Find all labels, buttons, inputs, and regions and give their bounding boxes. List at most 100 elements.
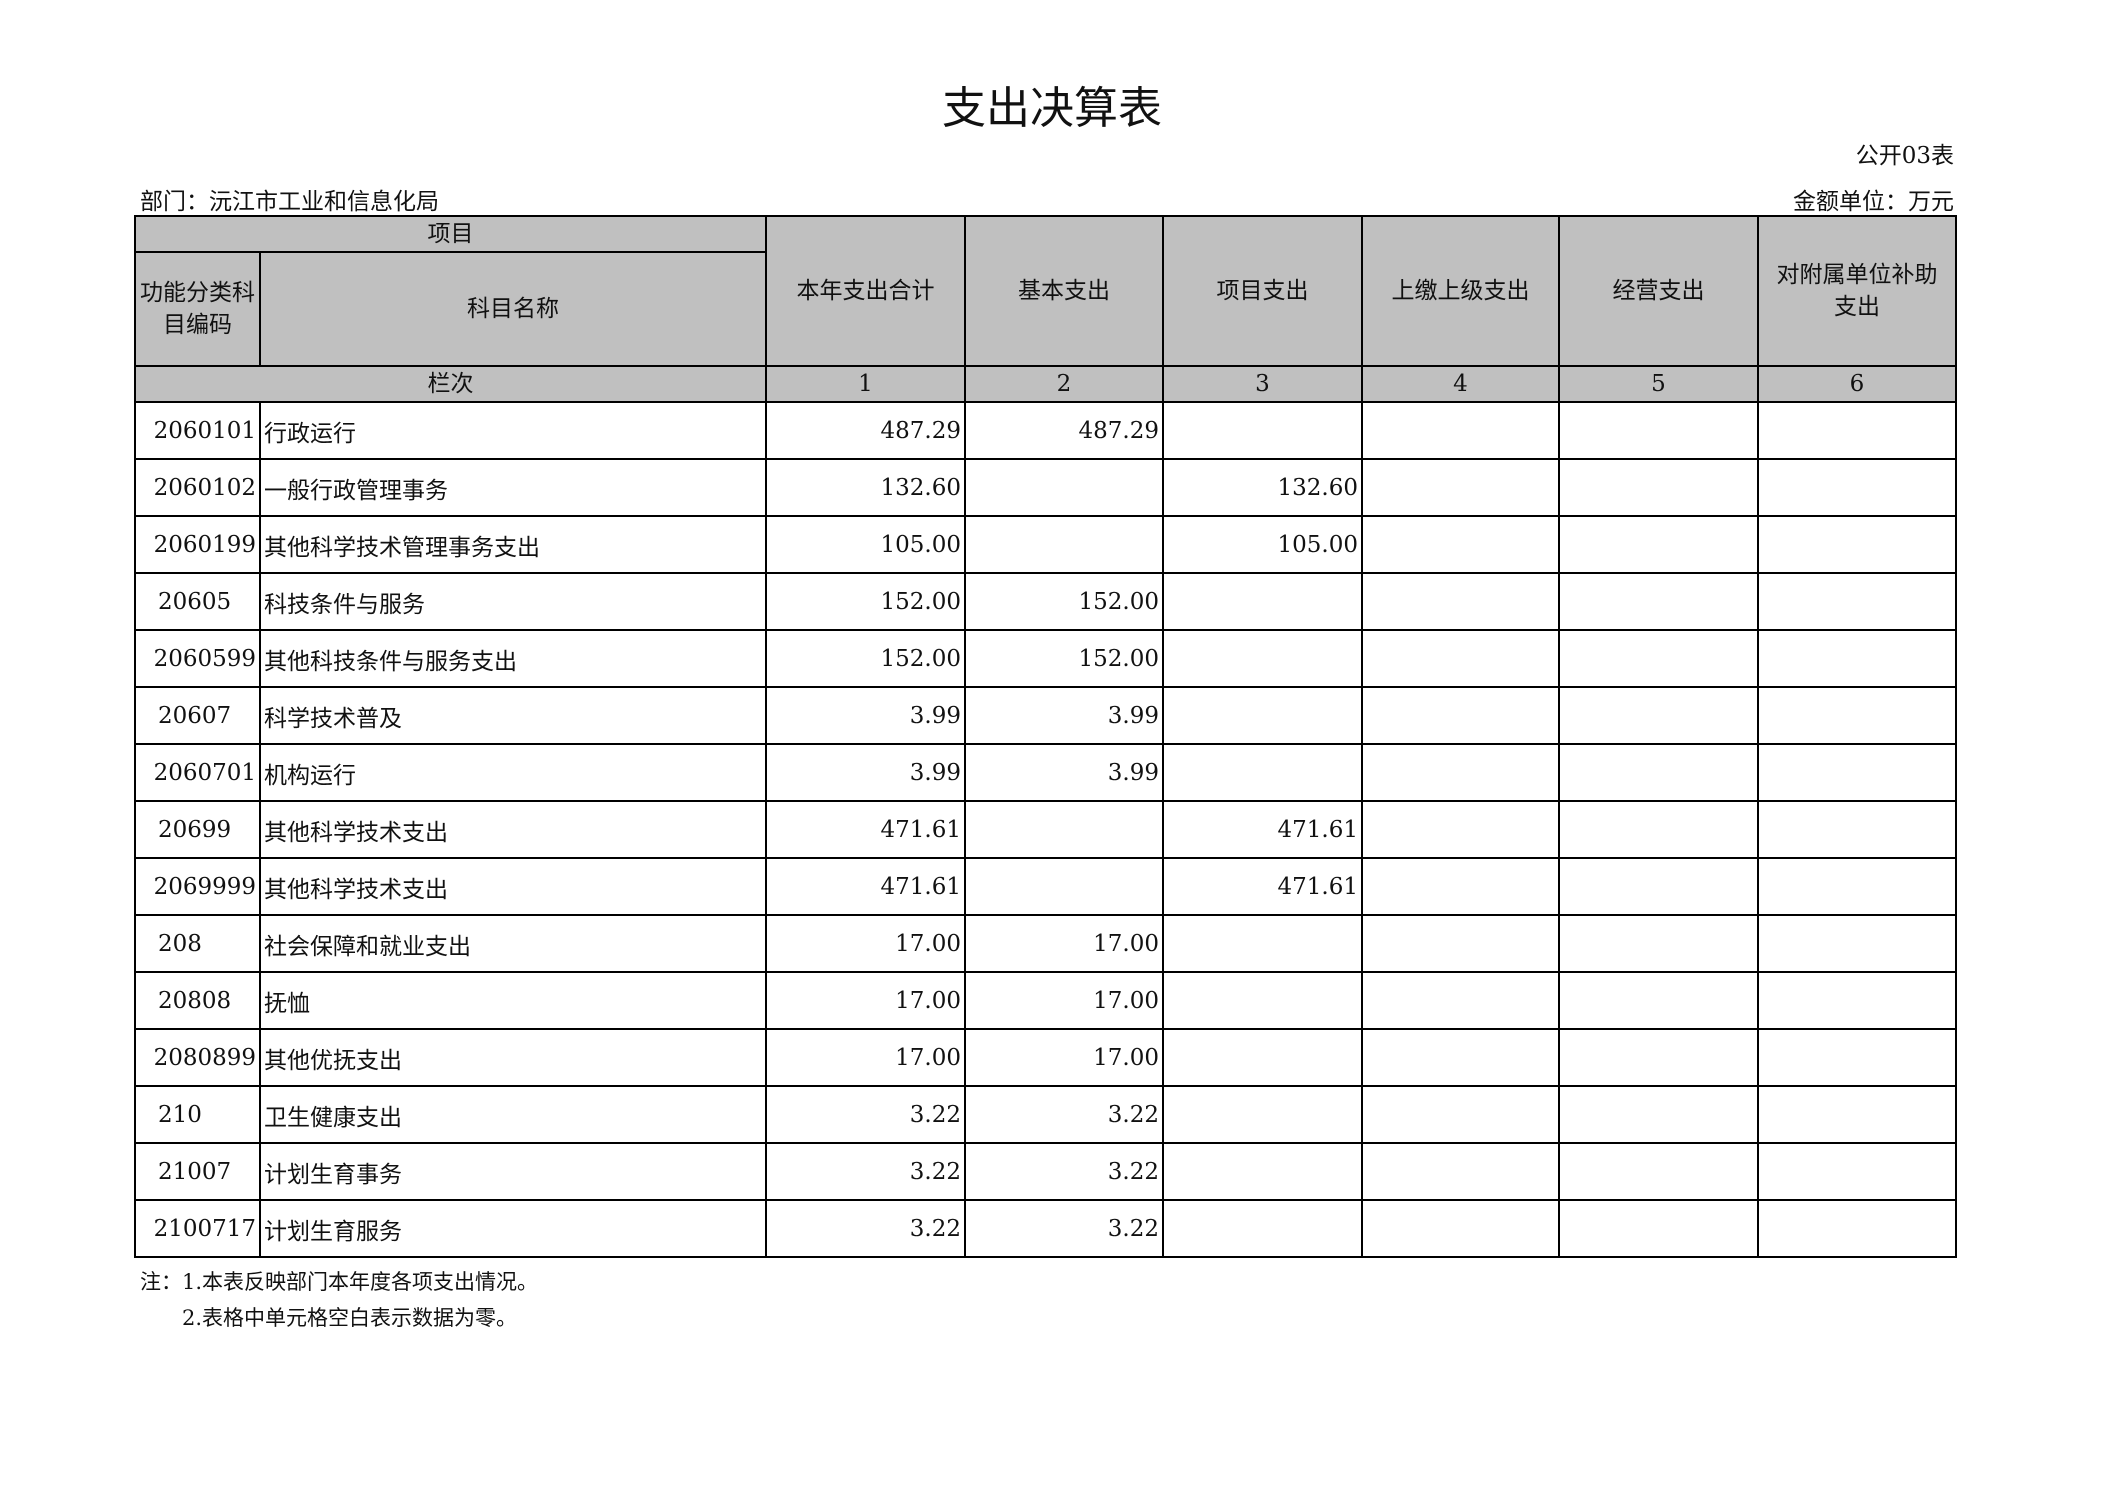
amount-cell: 132.60: [1162, 458, 1363, 517]
amount-cell: [1361, 1142, 1560, 1201]
subject-code: 2060101: [134, 401, 261, 460]
amount-cell: 487.29: [964, 401, 1164, 460]
amount-cell: 471.61: [765, 800, 966, 859]
amount-cell: [1361, 629, 1560, 688]
expenditure-table: 项目 本年支出合计 基本支出 项目支出 上缴上级支出 经营支出 对附属单位补助支…: [134, 215, 1957, 1258]
note-2: 2.表格中单元格空白表示数据为零。: [182, 1306, 518, 1330]
header-row-label: 栏次: [134, 365, 767, 403]
subject-name: 科学技术普及: [259, 686, 767, 745]
amount-cell: 3.22: [964, 1199, 1164, 1258]
amount-cell: [1757, 1142, 1957, 1201]
amount-cell: [1558, 572, 1759, 631]
amount-cell: [1757, 914, 1957, 973]
amount-cell: [964, 458, 1164, 517]
amount-cell: 3.22: [765, 1199, 966, 1258]
subject-name: 抚恤: [259, 971, 767, 1030]
amount-cell: [1558, 1028, 1759, 1087]
amount-cell: [1757, 743, 1957, 802]
subject-code: 2069999: [134, 857, 261, 916]
amount-cell: [1162, 971, 1363, 1030]
table-row: 20605 科技条件与服务 152.00 152.00: [134, 572, 1957, 631]
amount-cell: 3.99: [765, 743, 966, 802]
table-row: 208 社会保障和就业支出 17.00 17.00: [134, 914, 1957, 973]
amount-cell: [1162, 686, 1363, 745]
subject-name: 计划生育服务: [259, 1199, 767, 1258]
amount-cell: [1361, 401, 1560, 460]
amount-cell: [964, 857, 1164, 916]
subject-name: 计划生育事务: [259, 1142, 767, 1201]
subject-name: 其他科学技术支出: [259, 857, 767, 916]
amount-cell: 17.00: [765, 971, 966, 1030]
column-number: 5: [1558, 365, 1759, 403]
column-number: 6: [1757, 365, 1957, 403]
amount-cell: 17.00: [964, 914, 1164, 973]
amount-cell: [1361, 914, 1560, 973]
amount-cell: [1757, 401, 1957, 460]
amount-cell: 17.00: [765, 1028, 966, 1087]
amount-cell: [1757, 458, 1957, 517]
amount-cell: [1162, 1199, 1363, 1258]
amount-cell: 471.61: [1162, 800, 1363, 859]
amount-cell: 152.00: [964, 572, 1164, 631]
table-row: 2060101 行政运行 487.29 487.29: [134, 401, 1957, 460]
table-row: 2060102 一般行政管理事务 132.60 132.60: [134, 458, 1957, 517]
amount-cell: [1558, 1085, 1759, 1144]
amount-cell: [1757, 686, 1957, 745]
column-number: 2: [964, 365, 1164, 403]
header-col-6: 对附属单位补助支出: [1757, 215, 1957, 367]
amount-cell: [1162, 629, 1363, 688]
header-col-5: 经营支出: [1558, 215, 1759, 367]
subject-code: 20808: [134, 971, 261, 1030]
amount-cell: [1558, 914, 1759, 973]
amount-cell: 105.00: [765, 515, 966, 574]
amount-cell: [1361, 1028, 1560, 1087]
amount-cell: [1162, 914, 1363, 973]
amount-cell: [1558, 401, 1759, 460]
amount-cell: [1558, 971, 1759, 1030]
amount-cell: 487.29: [765, 401, 966, 460]
amount-cell: 3.99: [964, 743, 1164, 802]
amount-cell: [1558, 1199, 1759, 1258]
amount-unit-label: 金额单位：万元: [1793, 189, 1954, 215]
amount-cell: [1558, 629, 1759, 688]
amount-cell: [1361, 743, 1560, 802]
header-name: 科目名称: [259, 251, 767, 367]
subject-code: 20607: [134, 686, 261, 745]
amount-cell: [1361, 1085, 1560, 1144]
amount-cell: [1558, 458, 1759, 517]
amount-cell: 17.00: [964, 1028, 1164, 1087]
amount-cell: [964, 515, 1164, 574]
note-1: 注：1.本表反映部门本年度各项支出情况。: [140, 1270, 539, 1294]
subject-name: 机构运行: [259, 743, 767, 802]
amount-cell: [1558, 800, 1759, 859]
department-label: 部门：沅江市工业和信息化局: [140, 189, 439, 215]
amount-cell: [1757, 971, 1957, 1030]
table-row: 2100717 计划生育服务 3.22 3.22: [134, 1199, 1957, 1258]
table-row: 21007 计划生育事务 3.22 3.22: [134, 1142, 1957, 1201]
amount-cell: [1558, 686, 1759, 745]
amount-cell: 3.99: [964, 686, 1164, 745]
table-row: 20699 其他科学技术支出 471.61 471.61: [134, 800, 1957, 859]
column-number: 4: [1361, 365, 1560, 403]
header-project: 项目: [134, 215, 767, 253]
amount-cell: [1361, 686, 1560, 745]
table-row: 2060701 机构运行 3.99 3.99: [134, 743, 1957, 802]
subject-name: 其他科技条件与服务支出: [259, 629, 767, 688]
amount-cell: [1757, 857, 1957, 916]
amount-cell: [1162, 1142, 1363, 1201]
subject-code: 21007: [134, 1142, 261, 1201]
amount-cell: [1162, 572, 1363, 631]
subject-code: 2080899: [134, 1028, 261, 1087]
header-col-1: 本年支出合计: [765, 215, 966, 367]
header-code: 功能分类科目编码: [134, 251, 261, 367]
amount-cell: [964, 800, 1164, 859]
amount-cell: 3.99: [765, 686, 966, 745]
amount-cell: [1757, 1028, 1957, 1087]
subject-code: 20605: [134, 572, 261, 631]
table-row: 2080899 其他优抚支出 17.00 17.00: [134, 1028, 1957, 1087]
amount-cell: 3.22: [964, 1142, 1164, 1201]
amount-cell: 152.00: [765, 572, 966, 631]
subject-code: 2060199: [134, 515, 261, 574]
column-number: 1: [765, 365, 966, 403]
amount-cell: [1757, 515, 1957, 574]
